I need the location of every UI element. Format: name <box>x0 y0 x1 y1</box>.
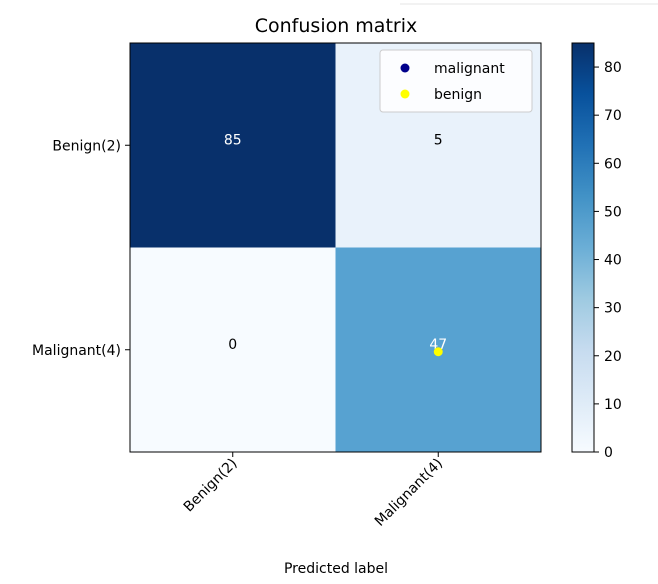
heatmap-value-0-1: 5 <box>434 132 443 148</box>
x-axis-label: Predicted label <box>284 561 388 577</box>
scatter-point-benign-0 <box>433 347 443 357</box>
legend-marker-malignant <box>400 63 410 73</box>
colorbar-gradient <box>571 42 595 453</box>
colorbar-tick-label-10: 10 <box>604 397 622 413</box>
legend: malignant benign <box>379 49 533 113</box>
heatmap-value-0-0: 85 <box>224 132 242 148</box>
heatmap-cell-0-0 <box>130 43 336 248</box>
legend-marker-benign <box>400 89 410 99</box>
y-tick-label-malignant-4: Malignant(4) <box>32 343 121 359</box>
legend-label-malignant: malignant <box>434 61 505 77</box>
colorbar-tick-label-40: 40 <box>604 253 622 269</box>
colorbar-tick-label-50: 50 <box>604 204 622 220</box>
y-axis: Benign(2) Malignant(4) <box>32 138 130 359</box>
legend-box <box>379 49 533 113</box>
x-tick-label-malignant-4: Malignant(4) <box>372 456 446 530</box>
legend-label-benign: benign <box>434 87 482 103</box>
colorbar: 0 10 20 30 40 50 60 70 80 <box>571 42 622 461</box>
scatter-layer <box>433 347 443 357</box>
heatmap-value-1-1: 47 <box>429 337 447 353</box>
heatmap-value-1-0: 0 <box>228 337 237 353</box>
colorbar-tick-label-30: 30 <box>604 301 622 317</box>
colorbar-tick-label-70: 70 <box>604 108 622 124</box>
colorbar-tick-label-0: 0 <box>604 445 613 461</box>
colorbar-tick-label-20: 20 <box>604 349 622 365</box>
colorbar-tick-label-80: 80 <box>604 60 622 76</box>
colorbar-tick-label-60: 60 <box>604 156 622 172</box>
heatmap-cell-1-0 <box>130 247 336 452</box>
x-tick-label-benign-2: Benign(2) <box>181 456 241 516</box>
y-tick-label-benign-2: Benign(2) <box>52 138 121 154</box>
colorbar-ticks: 0 10 20 30 40 50 60 70 80 <box>594 60 622 461</box>
x-axis: Benign(2) Malignant(4) <box>181 452 446 530</box>
plot-frame <box>129 42 542 453</box>
chart-title: Confusion matrix <box>255 15 417 37</box>
